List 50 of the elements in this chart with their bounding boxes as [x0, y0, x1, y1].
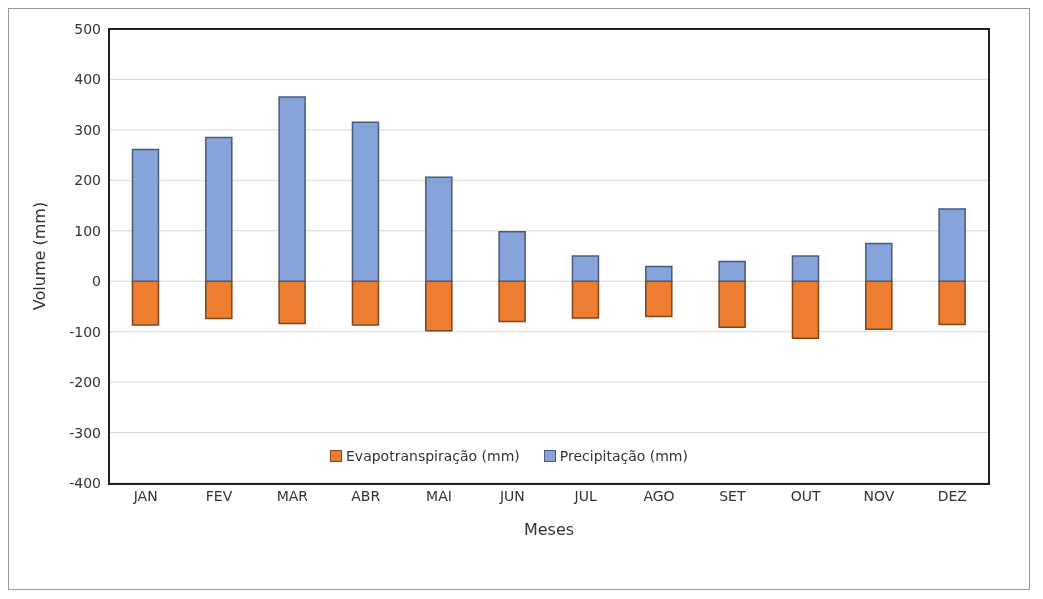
x-tick-label: MAR [276, 487, 309, 504]
y-tick-label: -200 [69, 374, 101, 391]
y-tick-label: 400 [74, 71, 101, 88]
bar [425, 176, 453, 282]
bar [131, 148, 160, 282]
bar [791, 255, 820, 282]
bar [865, 280, 893, 330]
bar [205, 136, 233, 282]
y-tick-label: 500 [74, 20, 101, 37]
x-tick-label: AGO [643, 487, 675, 504]
x-tick-label: OUT [790, 487, 822, 504]
x-tick-label: FEV [205, 487, 233, 504]
x-tick-label: MAI [426, 487, 452, 504]
y-axis-title: Volume (mm) [29, 201, 49, 311]
bar [938, 280, 966, 326]
bar [278, 96, 306, 282]
bar [131, 280, 160, 326]
bar [498, 280, 526, 323]
legend-label: Evapotranspiração (mm) [330, 448, 520, 464]
bar [571, 255, 600, 282]
x-tick-label: JUN [498, 487, 525, 504]
x-tick-label: JUL [573, 487, 597, 504]
bar [278, 280, 306, 325]
bar [718, 280, 746, 328]
x-tick-label: JAN [132, 487, 158, 504]
bar [718, 260, 746, 282]
bar [425, 280, 453, 332]
bar [938, 208, 966, 282]
bar [865, 242, 893, 282]
bar [498, 231, 526, 282]
y-tick-label: -100 [69, 323, 101, 340]
bar [645, 265, 673, 282]
y-tick-label: 0 [92, 273, 101, 290]
x-tick-label: ABR [351, 487, 381, 504]
y-tick-label: -400 [69, 474, 101, 491]
bar [791, 280, 820, 339]
y-tick-label: -300 [69, 424, 101, 441]
legend-label: Precipitação (mm) [543, 448, 688, 464]
x-tick-label: DEZ [937, 487, 967, 504]
bar [351, 280, 380, 326]
bar [205, 280, 233, 320]
bar [571, 280, 600, 319]
x-axis-title: Meses [523, 520, 575, 539]
bar [645, 280, 673, 318]
y-tick-label: 300 [74, 121, 101, 138]
y-tick-label: 200 [74, 172, 101, 189]
bar [351, 121, 380, 282]
y-tick-label: 100 [74, 222, 101, 239]
x-tick-label: SET [719, 487, 746, 504]
x-tick-label: NOV [863, 487, 895, 504]
